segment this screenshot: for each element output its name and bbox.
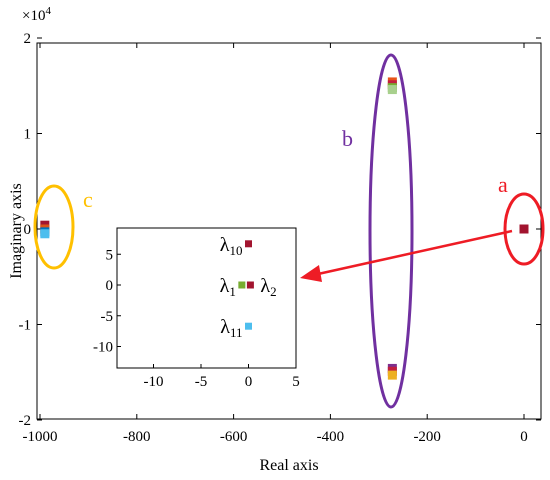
inset-y-tick-label: -5 [101, 309, 114, 325]
eigenvalue-label: λ11 [220, 316, 242, 340]
inset-eigenvalue-point [238, 281, 246, 289]
group-a-ellipse [503, 192, 545, 266]
x-axis-label: Real axis [259, 457, 318, 474]
x-tick-label: 0 [520, 429, 528, 445]
eigenvalue-point [40, 229, 50, 239]
inset-y-tick-label: -10 [93, 340, 113, 356]
inset-ticks: -10 -5 0 5 -10 -5 0 5 [93, 247, 300, 390]
inset-eigenvalue-point [246, 281, 254, 289]
eigenvalue-point [387, 85, 397, 95]
inset-frame [116, 227, 297, 369]
x-tick-label: -800 [123, 429, 151, 445]
inset-x-tick-label: 5 [292, 374, 300, 390]
y-tick-label: 1 [24, 127, 32, 143]
y-exponent-label: ×104 [22, 5, 51, 24]
x-tick-label: -1000 [23, 429, 58, 445]
main-points [40, 77, 529, 380]
eigenvalue-point [519, 224, 529, 234]
group-b-ellipse [368, 53, 414, 409]
x-tick-label: -600 [220, 429, 248, 445]
inset-y-tick-label: 0 [106, 278, 114, 294]
y-tick-label: -2 [19, 413, 32, 429]
inset-eigenvalue-point [245, 322, 252, 330]
x-tick-label: -200 [413, 429, 441, 445]
inset-points: λ10 λ1 λ2 λ11 [220, 234, 277, 340]
y-tick-label: 0 [24, 222, 32, 238]
x-tick-label: -400 [317, 429, 345, 445]
y-axis-label: Imaginary axis [8, 183, 25, 279]
eigenvalue-label: λ1 [220, 275, 236, 299]
zoom-arrow-line [317, 229, 513, 276]
inset-x-tick-label: -10 [144, 374, 164, 390]
eigenvalue-label: λ10 [220, 234, 243, 258]
inset-y-tick-label: 5 [106, 247, 114, 263]
eigenvalue-label: λ2 [260, 275, 276, 299]
group-label-c: c [83, 187, 93, 212]
inset-eigenvalue-point [245, 240, 252, 248]
zoom-arrow-head [300, 265, 322, 282]
inset-x-tick-label: 0 [245, 374, 253, 390]
y-tick-label: -1 [19, 318, 32, 334]
inset-x-tick-label: -5 [195, 374, 208, 390]
y-tick-label: 2 [24, 31, 32, 47]
eigenvalue-point [387, 370, 397, 380]
group-c-ellipse [33, 184, 75, 270]
group-label-b: b [342, 126, 353, 151]
group-label-a: a [498, 172, 508, 197]
